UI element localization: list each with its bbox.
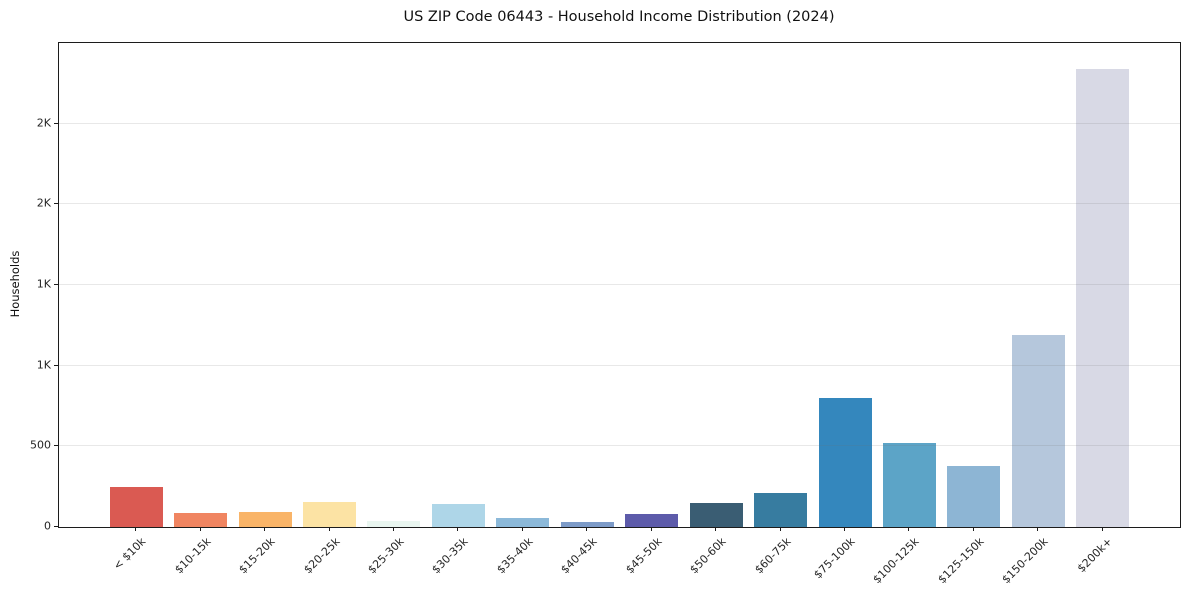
y-tick-mark [54,203,58,204]
y-tick-label: 500 [30,438,51,452]
x-tick-label: $30-35k [428,535,471,577]
bars-container [104,43,1135,527]
bar-$35-40k [496,518,550,527]
bar-slot [813,43,877,527]
y-tick-label: 0 [44,519,51,533]
bar-$15-20k [238,512,292,527]
bar-$100-125k [882,443,936,527]
x-tick-label: $45-50k [622,535,665,577]
y-tick-label: 1K [36,358,51,372]
x-tick-mark [844,527,845,531]
x-tick-label: $60-75k [751,535,794,577]
x-tick-label: $15-20k [235,535,278,577]
y-tick-label: 2K [36,116,51,130]
x-tick-mark [1037,527,1038,531]
x-tick-mark [651,527,652,531]
x-tick-label: $150-200k [999,535,1051,587]
bar-slot [104,43,168,527]
x-tick-mark [329,527,330,531]
bar-$45-50k [625,514,679,527]
y-tick-label: 2K [36,196,51,210]
y-tick-mark [54,445,58,446]
bar-slot [620,43,684,527]
bar-$200k+ [1076,69,1130,527]
bar-slot [748,43,812,527]
bar-slot [555,43,619,527]
x-tick-mark [1102,527,1103,531]
x-tick-mark [393,527,394,531]
x-tick-label: $25-30k [364,535,407,577]
bar-$30-35k [431,504,485,527]
bar-slot [684,43,748,527]
x-tick-label: $75-100k [810,535,858,582]
x-tick-label: $35-40k [493,535,536,577]
bar-slot [168,43,232,527]
bar-slot [1006,43,1070,527]
bar-< $10k [109,487,163,527]
x-tick-mark [264,527,265,531]
x-tick-mark [457,527,458,531]
bar-slot [426,43,490,527]
x-tick-label: < $10k [110,535,149,573]
chart-title: US ZIP Code 06443 - Household Income Dis… [403,9,835,25]
bar-slot [491,43,555,527]
x-tick-mark [586,527,587,531]
bar-$50-60k [689,503,743,527]
x-tick-mark [522,527,523,531]
x-tick-label: $50-60k [686,535,729,577]
x-tick-mark [200,527,201,531]
bar-slot [362,43,426,527]
bar-$40-45k [560,522,614,527]
bar-$20-25k [303,502,357,527]
bar-$125-150k [947,466,1001,527]
bar-slot [877,43,941,527]
x-tick-label: $100-125k [870,535,922,587]
x-tick-mark [135,527,136,531]
x-tick-label: $40-45k [557,535,600,577]
x-tick-label: $10-15k [171,535,214,577]
y-axis-title: Households [8,250,22,318]
x-tick-mark [780,527,781,531]
x-tick-mark [973,527,974,531]
bar-$25-30k [367,521,421,527]
y-tick-mark [54,365,58,366]
plot-area [58,42,1181,528]
bar-$10-15k [174,513,228,527]
x-tick-label: $20-25k [300,535,343,577]
bar-slot [1071,43,1135,527]
y-tick-mark [54,526,58,527]
x-tick-mark [715,527,716,531]
x-tick-mark [908,527,909,531]
bar-slot [233,43,297,527]
bar-$75-100k [818,398,872,527]
bar-slot [942,43,1006,527]
x-tick-label: $200k+ [1075,535,1116,576]
y-tick-label: 1K [36,277,51,291]
bar-$60-75k [754,493,808,527]
x-tick-label: $125-150k [935,535,987,587]
y-tick-mark [54,123,58,124]
y-tick-mark [54,284,58,285]
bar-slot [297,43,361,527]
bar-$150-200k [1011,335,1065,527]
